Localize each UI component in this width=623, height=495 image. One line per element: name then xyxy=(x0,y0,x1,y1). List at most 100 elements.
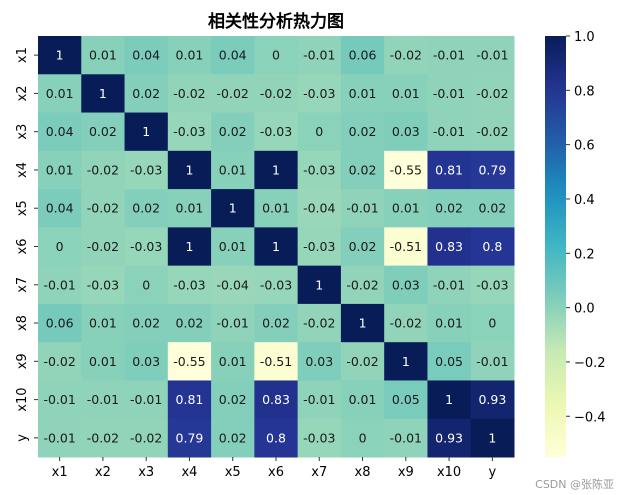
cell-value-label: -0.02 xyxy=(476,86,508,101)
cell-value-label: 0.02 xyxy=(132,316,160,331)
heatmap-cell-x1-x2 xyxy=(81,36,126,75)
cell-value-label: 0.01 xyxy=(349,86,377,101)
heatmap-cell-x5-x6 xyxy=(254,189,299,228)
heatmap-cell-x4-x8 xyxy=(340,150,385,190)
heatmap-cell-x4-x6 xyxy=(254,150,299,190)
y-tick-label-x4: x4 xyxy=(15,162,30,178)
cell-value-label: -0.02 xyxy=(217,86,249,101)
heatmap-cell-x9-x10 xyxy=(427,342,472,381)
heatmap-cells xyxy=(38,36,515,458)
cell-value-label: -0.02 xyxy=(87,162,119,177)
cell-value-label: -0.03 xyxy=(260,124,292,139)
cell-value-label: 0.01 xyxy=(392,86,420,101)
heatmap-cell-x5-x2 xyxy=(81,189,126,228)
heatmap-cell-x5-x10 xyxy=(427,189,472,228)
cell-value-label: 0.02 xyxy=(435,201,463,216)
cell-value-label: 1 xyxy=(488,430,496,445)
heatmap-cell-y-x8 xyxy=(340,418,385,458)
cell-value-label: 0 xyxy=(56,239,64,254)
heatmap-cell-x6-x3 xyxy=(124,227,169,267)
cell-value-label: 0.01 xyxy=(262,201,290,216)
cell-value-label: 0.02 xyxy=(132,86,160,101)
x-tick-label-x5: x5 xyxy=(225,465,241,480)
cell-value-label: 0.04 xyxy=(46,124,74,139)
heatmap-cell-x6-x2 xyxy=(81,227,126,267)
cell-value-label: 0.83 xyxy=(262,392,290,407)
heatmap-cell-x9-x1 xyxy=(38,342,82,381)
heatmap-cell-x9-x2 xyxy=(81,342,126,381)
heatmap-cell-x7-x10 xyxy=(427,265,472,305)
cell-value-label: -0.02 xyxy=(87,239,119,254)
cell-value-label: -0.03 xyxy=(260,277,292,292)
heatmap-cell-x1-x3 xyxy=(124,36,169,75)
cell-value-label: -0.02 xyxy=(130,430,162,445)
heatmap-cell-x5-y xyxy=(470,189,515,228)
heatmap-cell-x7-x9 xyxy=(384,265,428,305)
cell-value-label: -0.01 xyxy=(346,201,378,216)
cell-value-label: 0.79 xyxy=(478,162,506,177)
heatmap-cell-x1-x10 xyxy=(427,36,472,75)
heatmap-cell-y-y xyxy=(470,418,515,458)
cell-value-label: -0.51 xyxy=(260,354,292,369)
cell-value-label: 0.01 xyxy=(89,48,117,63)
cell-value-label: -0.01 xyxy=(476,48,508,63)
cell-value-label: 0.01 xyxy=(89,354,117,369)
heatmap-cell-x5-x4 xyxy=(167,189,212,228)
cell-value-label: 0.01 xyxy=(349,392,377,407)
cell-value-label: 0.02 xyxy=(219,430,247,445)
heatmap-cell-x3-x6 xyxy=(254,112,299,152)
cell-value-label: -0.01 xyxy=(476,354,508,369)
cell-value-label: 0.01 xyxy=(435,316,463,331)
cell-value-label: -0.01 xyxy=(433,124,465,139)
cell-value-label: 0.02 xyxy=(176,316,204,331)
heatmap-cell-x6-x1 xyxy=(38,227,82,267)
cell-value-label: 0.06 xyxy=(349,48,377,63)
heatmap-cell-x3-x4 xyxy=(167,112,212,152)
heatmap-cell-x9-x9 xyxy=(384,342,428,381)
heatmap-cell-x6-x7 xyxy=(297,227,342,267)
cell-value-label: 0.8 xyxy=(482,239,502,254)
heatmap-cell-x5-x8 xyxy=(340,189,385,228)
cell-value-label: 0.02 xyxy=(478,201,506,216)
cell-value-label: 0.01 xyxy=(219,239,247,254)
x-tick-label-x6: x6 xyxy=(268,465,284,480)
heatmap-cell-y-x7 xyxy=(297,418,342,458)
cell-value-label: -0.04 xyxy=(217,277,249,292)
cell-value-label: -0.03 xyxy=(173,277,205,292)
heatmap-cell-x7-x4 xyxy=(167,265,212,305)
heatmap-cell-x2-x1 xyxy=(38,74,82,114)
heatmap-cell-x4-x2 xyxy=(81,150,126,190)
cell-value-label: 0.01 xyxy=(176,201,204,216)
cell-value-label: -0.02 xyxy=(87,201,119,216)
cell-value-label: -0.01 xyxy=(433,48,465,63)
heatmap-cell-x8-x7 xyxy=(297,303,342,343)
colorbar-tick-label: 0.4 xyxy=(574,193,595,208)
heatmap-cell-x10-x6 xyxy=(254,380,299,420)
colorbar: 1.0 0.8 0.6 0.4 0.2 0.0 −0.2 −0.4 xyxy=(545,30,606,457)
cell-value-label: -0.02 xyxy=(390,316,422,331)
cell-value-label: -0.03 xyxy=(476,277,508,292)
cell-value-label: 0.01 xyxy=(392,201,420,216)
heatmap-cell-x5-x7 xyxy=(297,189,342,228)
cell-value-label: -0.01 xyxy=(43,430,75,445)
heatmap-cell-x10-x8 xyxy=(340,380,385,420)
heatmap-cell-x1-x8 xyxy=(340,36,385,75)
heatmap-cell-y-x6 xyxy=(254,418,299,458)
cell-value-label: -0.02 xyxy=(303,316,335,331)
heatmap-cell-x4-x9 xyxy=(384,150,428,190)
cell-value-label: 0.01 xyxy=(219,162,247,177)
heatmap-cell-x1-x4 xyxy=(167,36,212,75)
colorbar-tick-label: −0.4 xyxy=(574,410,606,425)
heatmap-cell-x8-x9 xyxy=(384,303,428,343)
cell-value-label: 1 xyxy=(229,201,237,216)
cell-value-label: -0.01 xyxy=(87,392,119,407)
heatmap-cell-x9-x8 xyxy=(340,342,385,381)
cell-value-label: -0.03 xyxy=(87,277,119,292)
heatmap-cell-x8-x8 xyxy=(340,303,385,343)
heatmap-cell-x2-x6 xyxy=(254,74,299,114)
colorbar-tick-label: 0.0 xyxy=(574,302,595,317)
colorbar-tick-label: 1.0 xyxy=(574,30,595,45)
heatmap-cell-y-x5 xyxy=(211,418,255,458)
heatmap-cell-x3-x7 xyxy=(297,112,342,152)
